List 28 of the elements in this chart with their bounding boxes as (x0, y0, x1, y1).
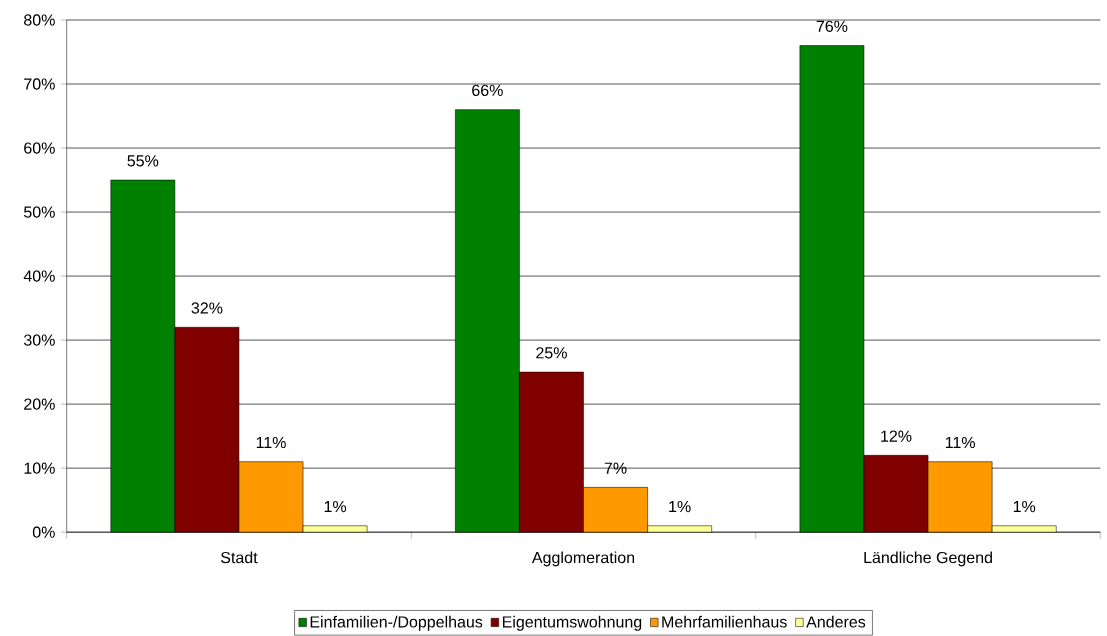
y-tick-label: 0% (32, 526, 55, 538)
data-label: 1% (324, 500, 347, 513)
data-label: 12% (881, 430, 912, 442)
y-tick-label: 60% (24, 142, 55, 154)
y-tick-label: 80% (24, 14, 55, 26)
data-label: 32% (191, 302, 223, 314)
y-tick-label: 30% (23, 334, 55, 346)
y-tick-label: 40% (23, 270, 55, 282)
x-tick-label: Ländliche Gegend (864, 551, 992, 567)
y-tick-label: 50% (24, 206, 55, 218)
legend-label: Mehrfamilienhaus (662, 615, 787, 628)
x-tick-label: Agglomeration (531, 551, 635, 567)
data-label: 1% (1013, 500, 1036, 513)
data-label: 11% (945, 436, 975, 449)
data-label: 7% (604, 462, 627, 474)
y-tick-label: 10% (24, 462, 55, 474)
legend-label: Eigentumswohnung (502, 615, 642, 631)
data-label: 76% (816, 20, 848, 32)
legend-label: Anderes (806, 615, 866, 628)
legend-label: Einfamilien-/Doppelhaus (310, 615, 483, 631)
y-tick-label: 70% (24, 78, 55, 90)
data-label: 25% (536, 347, 567, 359)
data-label: 55% (127, 155, 159, 167)
x-tick-label: Stadt (221, 551, 258, 564)
y-tick-label: 20% (24, 398, 55, 410)
data-label: 11% (256, 436, 286, 449)
data-label: 1% (669, 500, 691, 513)
data-label: 66% (472, 84, 503, 96)
